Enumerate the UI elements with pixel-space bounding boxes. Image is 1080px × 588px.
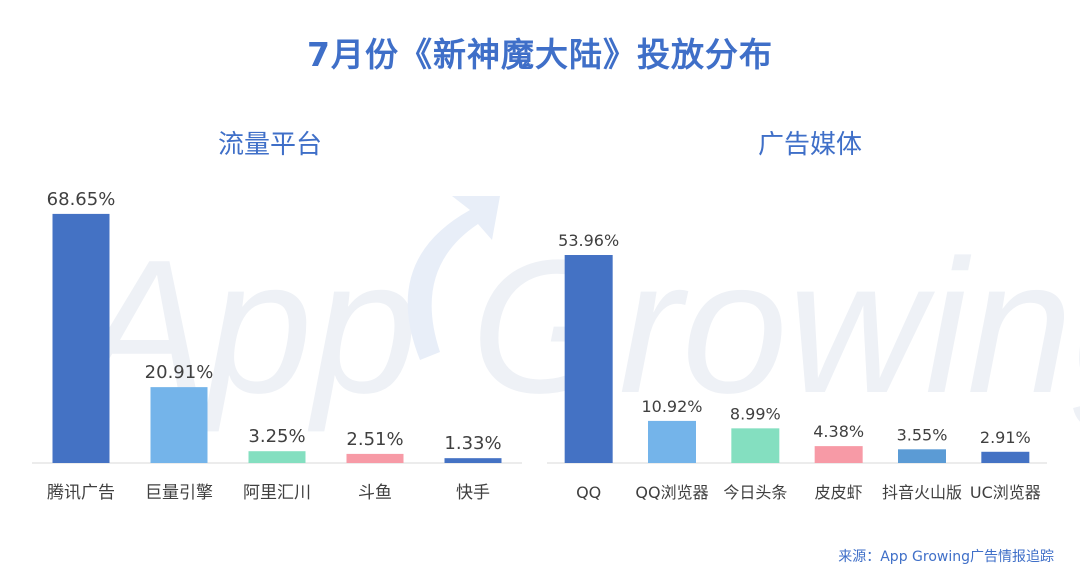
bar: [150, 387, 208, 463]
category-label: QQ: [576, 483, 601, 502]
category-label: 今日头条: [723, 483, 787, 502]
data-label: 68.65%: [47, 189, 116, 210]
data-label: 8.99%: [730, 404, 781, 423]
category-label: 皮皮虾: [815, 483, 863, 502]
data-label: 10.92%: [641, 397, 702, 416]
data-label: 1.33%: [444, 433, 501, 454]
category-label: UC浏览器: [970, 483, 1041, 502]
source-note: 来源：App Growing广告情报追踪: [838, 549, 1054, 565]
category-label: 阿里汇川: [243, 483, 311, 503]
bar: [898, 449, 946, 463]
data-label: 53.96%: [558, 231, 619, 250]
category-label: QQ浏览器: [635, 483, 708, 502]
bar: [444, 458, 502, 463]
data-label: 2.51%: [346, 429, 403, 450]
data-label: 2.91%: [980, 428, 1031, 447]
bar: [52, 213, 110, 463]
bar: [648, 420, 696, 463]
watermark-arrow-icon: [407, 196, 500, 360]
data-label: 4.38%: [813, 422, 864, 441]
bar: [346, 453, 404, 463]
category-label: 巨量引擎: [145, 483, 213, 503]
category-label: 快手: [456, 483, 490, 503]
category-label: 抖音火山版: [882, 483, 962, 502]
data-label: 20.91%: [145, 362, 214, 383]
bar: [814, 446, 863, 463]
bar: [731, 428, 780, 463]
right-chart-title: 广告媒体: [757, 130, 862, 160]
category-label: 斗鱼: [358, 483, 392, 503]
main-title: 7月份《新神魔大陆》投放分布: [307, 35, 773, 74]
left-chart-title: 流量平台: [217, 130, 322, 160]
bar: [248, 451, 306, 463]
category-label: 腾讯广告: [47, 483, 115, 503]
data-label: 3.55%: [897, 425, 948, 444]
data-label: 3.25%: [248, 426, 305, 447]
bar: [564, 255, 613, 463]
bar: [981, 451, 1030, 463]
